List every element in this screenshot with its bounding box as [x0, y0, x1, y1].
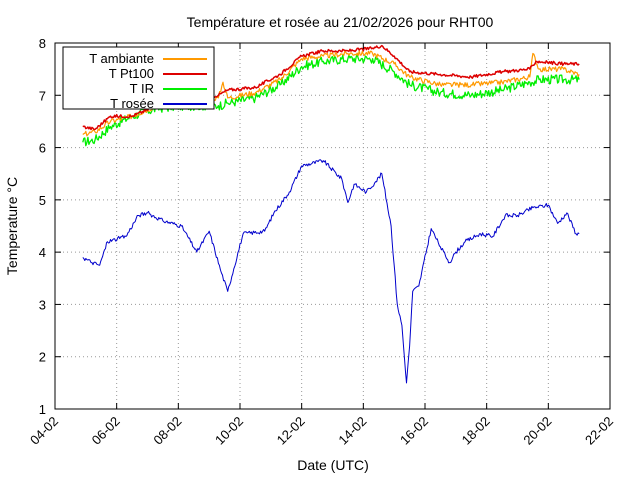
- y-tick-label: 4: [39, 245, 46, 260]
- legend-label: T IR: [130, 81, 154, 96]
- y-tick-label: 3: [39, 297, 46, 312]
- y-axis-label: Temperature °C: [4, 177, 20, 275]
- gridlines: [55, 43, 610, 409]
- x-tick-label: 20-02: [520, 414, 554, 448]
- y-tick-label: 1: [39, 402, 46, 417]
- x-tick-label: 04-02: [27, 414, 61, 448]
- y-tick-label: 5: [39, 193, 46, 208]
- plot-frame: [54, 42, 611, 410]
- legend-label: T rosée: [110, 96, 154, 111]
- chart-title: Température et rosée au 21/02/2026 pour …: [187, 14, 494, 30]
- x-tick-label: 16-02: [397, 414, 431, 448]
- x-tick-label: 12-02: [274, 414, 308, 448]
- legend-label: T ambiante: [89, 51, 154, 66]
- x-tick-label: 06-02: [89, 414, 123, 448]
- x-tick-label: 10-02: [212, 414, 246, 448]
- series-line-3: [82, 159, 580, 384]
- y-tick-label: 8: [39, 36, 46, 51]
- x-axis-label: Date (UTC): [297, 457, 369, 473]
- legend-label: T Pt100: [109, 66, 154, 81]
- legend-box: [62, 46, 215, 110]
- y-tick-label: 6: [39, 141, 46, 156]
- y-tick-label: 2: [39, 350, 46, 365]
- x-tick-label: 14-02: [335, 414, 369, 448]
- x-tick-label: 08-02: [150, 414, 184, 448]
- x-tick-label: 18-02: [459, 414, 493, 448]
- y-tick-label: 7: [39, 88, 46, 103]
- x-tick-label: 22-02: [582, 414, 616, 448]
